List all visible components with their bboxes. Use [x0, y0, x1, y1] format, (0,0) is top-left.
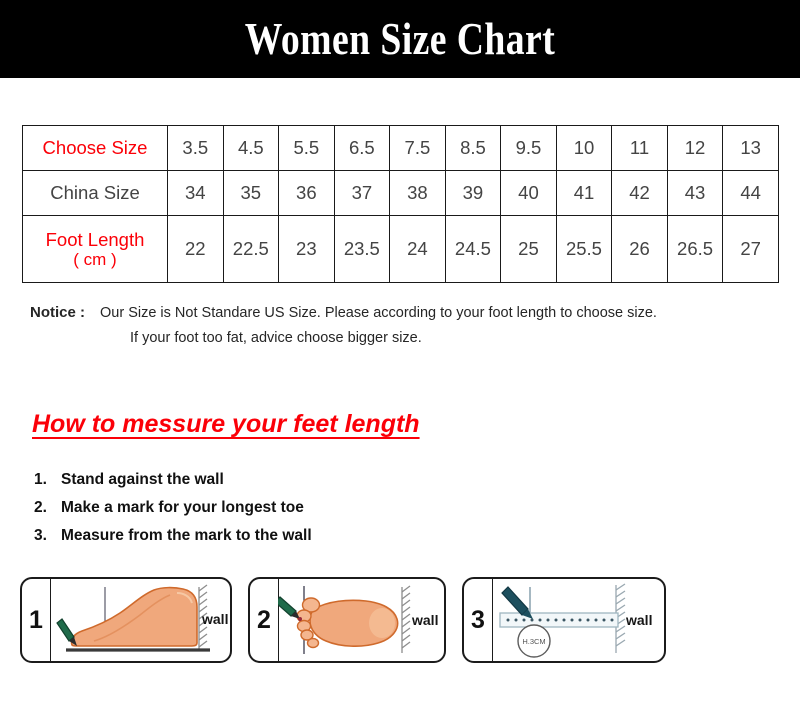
notice-label: Notice : — [30, 304, 86, 321]
table-cell: 5.5 — [278, 125, 335, 171]
illustration-panel-3: 3 — [462, 577, 666, 663]
row-header-foot-length-unit: ( cm ) — [73, 249, 117, 269]
notice-line-1: Our Size is Not Standare US Size. Please… — [100, 305, 657, 321]
list-item: 3. Measure from the mark to the wall — [34, 522, 534, 550]
step-number: 2. — [34, 499, 47, 516]
table-cell: 39 — [444, 170, 502, 216]
panel-number-2: 2 — [250, 579, 279, 661]
page-title: Women Size Chart — [244, 13, 556, 64]
row-header-china-size: China Size — [22, 170, 168, 216]
foot-sole-view-icon: wall — [278, 579, 444, 661]
table-cell: 10 — [555, 125, 613, 171]
list-item: 1. Stand against the wall — [34, 466, 534, 494]
illustration-panel-1: 1 — [20, 577, 232, 663]
ruler-measure-icon: H.3CM wall — [492, 579, 664, 661]
header-bar: Women Size Chart — [0, 0, 800, 78]
step-text: Stand against the wall — [61, 471, 224, 488]
table-row: Choose Size 3.5 4.5 5.5 6.5 7.5 8.5 9.5 … — [22, 125, 779, 171]
panel-number-1: 1 — [22, 579, 51, 661]
table-cell: 4.5 — [222, 125, 280, 171]
panel-number-3: 3 — [464, 579, 493, 661]
table-cell: 22.5 — [222, 215, 280, 283]
table-cell: 13 — [722, 125, 779, 171]
size-chart-table: Choose Size 3.5 4.5 5.5 6.5 7.5 8.5 9.5 … — [22, 125, 779, 283]
howto-heading: How to messure your feet length — [32, 410, 420, 438]
table-cell: 9.5 — [500, 125, 557, 171]
table-cell: 25.5 — [555, 215, 613, 283]
table-cell: 38 — [389, 170, 446, 216]
table-cell: 12 — [666, 125, 724, 171]
wall-label: wall — [412, 612, 439, 628]
row-header-foot-length: Foot Length ( cm ) — [22, 215, 168, 283]
illustration-panel-2: 2 — [248, 577, 446, 663]
step-text: Measure from the mark to the wall — [61, 527, 312, 544]
table-cell: 26 — [611, 215, 668, 283]
table-cell: 11 — [611, 125, 668, 171]
step-text: Make a mark for your longest toe — [61, 499, 304, 516]
table-cell: 23.5 — [333, 215, 391, 283]
table-row: Foot Length ( cm ) 22 22.5 23 23.5 24 24… — [22, 215, 779, 283]
table-cell: 36 — [278, 170, 335, 216]
table-cell: 6.5 — [333, 125, 391, 171]
row-header-foot-length-text: Foot Length — [45, 228, 145, 250]
table-cell: 7.5 — [389, 125, 446, 171]
table-cell: 3.5 — [167, 125, 224, 171]
howto-steps-list: 1. Stand against the wall 2. Make a mark f… — [34, 466, 534, 550]
step-number: 3. — [34, 527, 47, 544]
table-cell: 27 — [722, 215, 779, 283]
table-cell: 25 — [500, 215, 557, 283]
table-cell: 42 — [611, 170, 668, 216]
table-cell: 8.5 — [444, 125, 502, 171]
table-cell: 41 — [555, 170, 613, 216]
list-item: 2. Make a mark for your longest toe — [34, 494, 534, 522]
table-cell: 44 — [722, 170, 779, 216]
step-number: 1. — [34, 471, 47, 488]
table-cell: 26.5 — [666, 215, 724, 283]
notice-block: Notice : Our Size is Not Standare US Size… — [30, 301, 770, 350]
notice-line-2: If your foot too fat, advice choose bigg… — [130, 330, 422, 346]
wall-label: wall — [626, 612, 653, 628]
ruler-badge-text: H.3CM — [522, 637, 545, 646]
table-cell: 24 — [389, 215, 446, 283]
illustration-panels: 1 — [20, 577, 780, 665]
table-cell: 40 — [500, 170, 557, 216]
row-header-choose-size: Choose Size — [22, 125, 168, 171]
table-cell: 35 — [222, 170, 280, 216]
table-row: China Size 34 35 36 37 38 39 40 41 42 43… — [22, 170, 779, 216]
table-cell: 23 — [278, 215, 335, 283]
wall-label: wall — [202, 611, 229, 627]
table-cell: 37 — [333, 170, 391, 216]
table-cell: 43 — [666, 170, 724, 216]
table-cell: 24.5 — [444, 215, 502, 283]
foot-side-view-icon: wall — [50, 579, 230, 661]
table-cell: 34 — [167, 170, 224, 216]
table-cell: 22 — [167, 215, 224, 283]
